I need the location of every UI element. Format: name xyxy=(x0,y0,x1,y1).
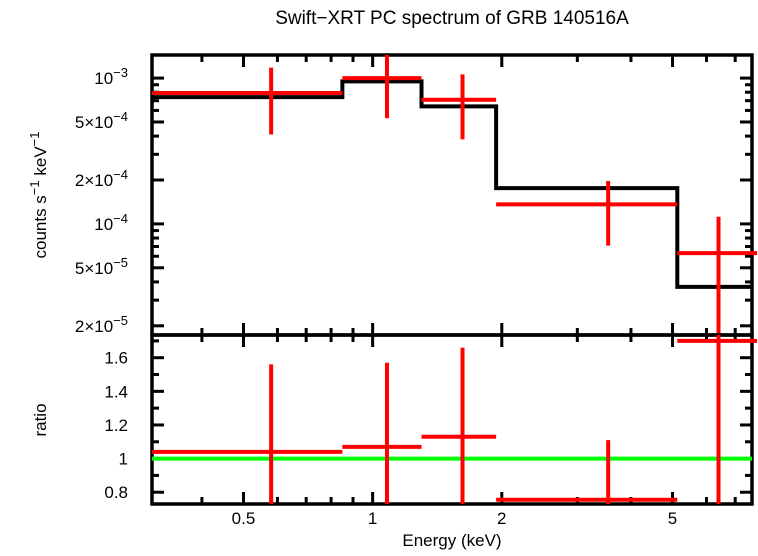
y-tick-label: 10−3 xyxy=(94,65,128,88)
x-tick-label: 1 xyxy=(368,509,377,528)
ratio-data-point xyxy=(677,335,757,504)
x-tick-label: 5 xyxy=(668,509,677,528)
spectrum-data-point xyxy=(421,74,497,140)
y-tick-label: 1.4 xyxy=(104,382,128,401)
spectrum-data-point xyxy=(342,55,422,119)
ratio-data-point xyxy=(342,362,422,504)
ratio-panel: 0.8 1 1.2 1.4 1.6 xyxy=(104,333,757,506)
model-step-line xyxy=(152,79,752,289)
y-tick-label: 1 xyxy=(119,450,128,469)
ratio-data-point xyxy=(421,347,497,504)
spectrum-y-axis-label: counts s−1 keV−1 xyxy=(27,132,50,259)
y-tick-label: 2×10−4 xyxy=(75,167,128,190)
x-axis-tick-labels: 0.5 1 2 5 xyxy=(232,509,678,528)
spectrum-data-point xyxy=(496,180,678,246)
y-tick-label: 10−4 xyxy=(94,211,128,234)
x-axis-label: Energy (keV) xyxy=(402,531,501,550)
chart-title: Swift−XRT PC spectrum of GRB 140516A xyxy=(275,8,629,29)
x-tick-label: 2 xyxy=(497,509,506,528)
y-tick-label: 5×10−4 xyxy=(75,109,128,132)
spectrum-data-point xyxy=(152,67,343,135)
y-tick-label: 5×10−5 xyxy=(75,255,128,278)
y-tick-label: 2×10−5 xyxy=(75,313,128,336)
ratio-y-axis-label: ratio xyxy=(31,403,50,436)
y-tick-label: 1.2 xyxy=(104,416,128,435)
x-tick-label: 0.5 xyxy=(232,509,256,528)
y-tick-label: 0.8 xyxy=(104,483,128,502)
ratio-panel-frame xyxy=(150,333,754,506)
ratio-data-point xyxy=(496,440,678,504)
y-tick-label: 1.6 xyxy=(104,349,128,368)
ratio-data-point xyxy=(152,364,343,504)
spectrum-panel: 10−3 5×10−4 2×10−4 10−4 5×10−5 2×10−5 xyxy=(75,53,757,337)
spectrum-data-point xyxy=(677,216,757,335)
